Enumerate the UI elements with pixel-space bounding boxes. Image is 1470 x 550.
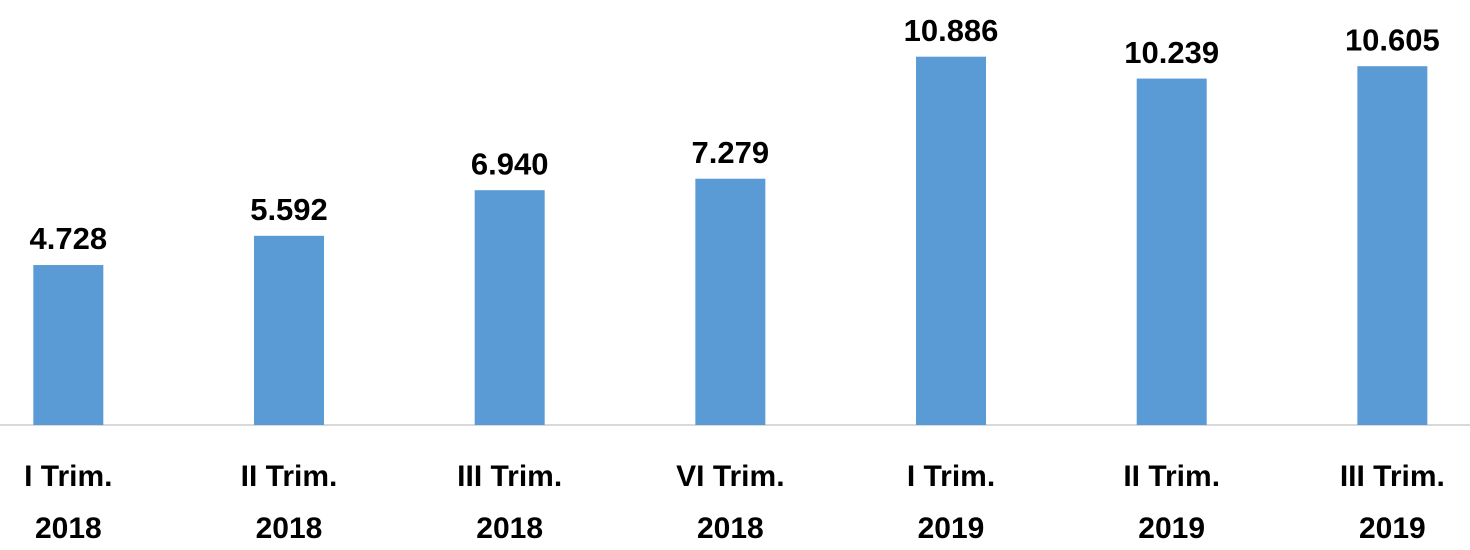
data-label: 6.940	[471, 146, 549, 181]
bar	[33, 265, 104, 425]
data-label: 10.605	[1345, 22, 1440, 57]
x-tick-label: VI Trim.	[676, 460, 784, 493]
bar	[1136, 78, 1207, 425]
data-label: 10.239	[1124, 35, 1219, 70]
bar	[916, 56, 987, 425]
x-tick-label: II Trim.	[1123, 460, 1220, 493]
x-tick-label: 2018	[256, 512, 323, 545]
x-tick-label: II Trim.	[241, 460, 338, 493]
x-tick-label: III Trim.	[457, 460, 562, 493]
bar	[474, 190, 545, 425]
bar	[254, 235, 325, 425]
x-tick-label: 2018	[476, 512, 543, 545]
data-label: 5.592	[250, 192, 328, 227]
bar	[695, 178, 766, 425]
x-tick-label: I Trim.	[907, 460, 995, 493]
x-tick-label: 2018	[35, 512, 102, 545]
data-label: 10.886	[904, 13, 999, 48]
x-tick-label: III Trim.	[1340, 460, 1445, 493]
data-label: 7.279	[692, 135, 770, 170]
x-tick-label: 2018	[697, 512, 764, 545]
data-label: 4.728	[30, 221, 108, 256]
x-tick-label: 2019	[1138, 512, 1205, 545]
x-tick-label: 2019	[1359, 512, 1426, 545]
x-tick-label: 2019	[918, 512, 985, 545]
bar	[1357, 66, 1428, 425]
x-tick-label: I Trim.	[24, 460, 112, 493]
